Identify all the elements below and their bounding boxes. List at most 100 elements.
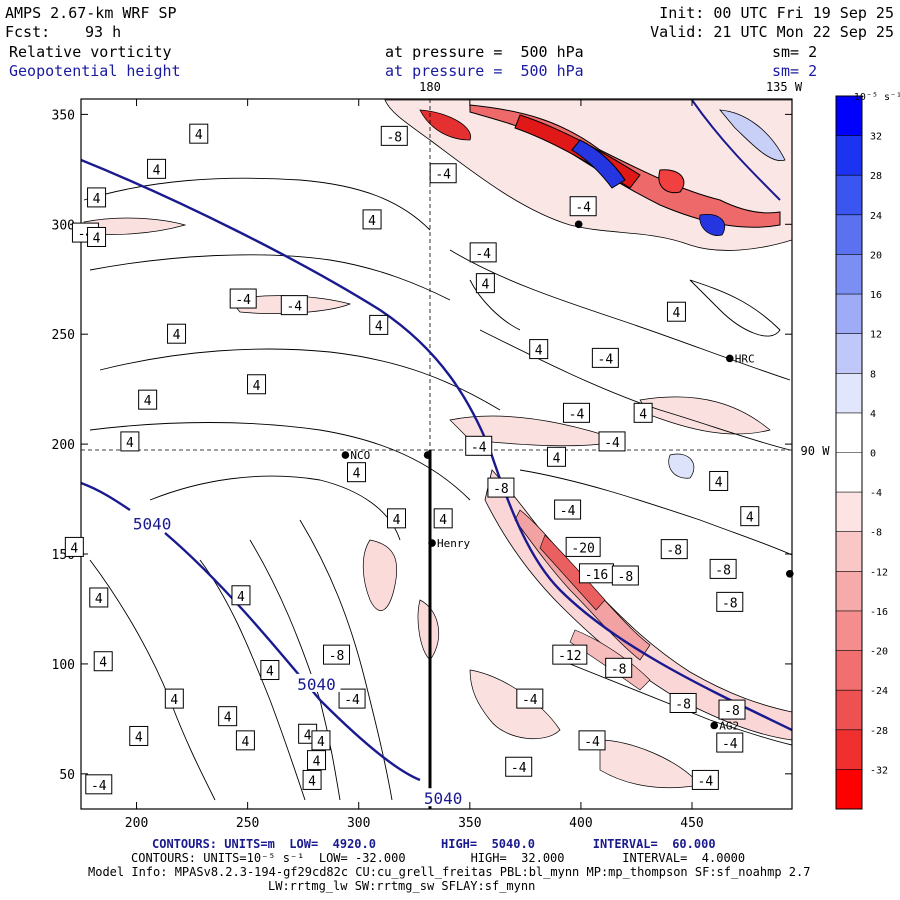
contour-label: 4 (529, 339, 549, 360)
contour-label: -8 (605, 657, 633, 678)
contour-label-text: 4 (439, 513, 447, 528)
contour-label-box (167, 323, 187, 344)
contour-label-text: -8 (493, 482, 509, 497)
contour-label: 4 (231, 585, 251, 606)
colorbar-swatch (836, 729, 862, 770)
contour-label-box (546, 446, 566, 467)
contour-label-text: 4 (393, 513, 401, 528)
lon-label-180: 180 (419, 80, 441, 94)
contour-label: 4 (709, 470, 729, 491)
contour-label-box (280, 295, 308, 316)
contour-label-text: -16 (585, 568, 608, 583)
plot-frame (80, 98, 793, 810)
station-marker (725, 354, 734, 363)
contour-label-text: 4 (153, 163, 161, 178)
forecast-label: Fcst: (5, 23, 51, 41)
contour-label-text: 4 (237, 590, 245, 605)
x-tick-label: 250 (236, 816, 259, 831)
contour-label: 4 (87, 187, 107, 208)
x-tick-label: 200 (125, 816, 148, 831)
contour-label-box (260, 660, 280, 681)
x-tick-label: 400 (569, 816, 592, 831)
contour-label-box (716, 732, 744, 753)
contour-label-box (611, 565, 639, 586)
contour-label-text: -4 (584, 735, 600, 750)
height-label-bg (292, 673, 341, 692)
colorbar-swatch (836, 294, 862, 334)
colorbar-tick-label: -4 (870, 488, 882, 499)
colorbar-swatch (836, 333, 862, 374)
contour-label: -4 (505, 756, 533, 777)
stations: NCO Henry HRC AG2 (341, 220, 794, 732)
contour-label-box (93, 651, 113, 672)
contour-label-box (338, 688, 366, 709)
contour-label: 4 (475, 273, 495, 294)
contour-label-box (505, 756, 533, 777)
contour-label-text: 4 (304, 728, 312, 743)
contour-label-text: 4 (253, 379, 261, 394)
contour-label: -4 (554, 499, 582, 520)
contour-label-text: 4 (639, 407, 647, 422)
contour-label: 4 (120, 431, 140, 452)
contour-label-box (691, 769, 719, 790)
colorbar-tick-label: 4 (870, 409, 876, 420)
colorbar-swatch (836, 96, 862, 136)
colorbar-tick-label: -12 (870, 567, 888, 578)
contour-label-box (120, 431, 140, 452)
contour-label: 4 (546, 446, 566, 467)
contour-label: -4 (516, 688, 544, 709)
contour-label-text: -4 (522, 693, 538, 708)
contour-label-text: 4 (170, 693, 178, 708)
contour-label-box (529, 339, 549, 360)
contour-label-text: 4 (70, 541, 78, 556)
colorbar-tick-label: -8 (870, 528, 882, 539)
contour-label-text: -20 (571, 541, 594, 556)
contour-label-text: 4 (313, 755, 321, 770)
contour-label: 4 (387, 508, 407, 529)
contour-label-box (554, 499, 582, 520)
contour-label: 4 (93, 651, 113, 672)
contour-label: 4 (740, 506, 760, 527)
contour-label: -4 (85, 774, 113, 795)
contour-label: 4 (433, 508, 453, 529)
contour-label: 4 (247, 374, 267, 395)
contour-label-text: -8 (724, 704, 740, 719)
contour-label-box (307, 750, 327, 771)
contour-label-text: 4 (317, 735, 325, 750)
contour-label-text: -4 (471, 440, 487, 455)
contour-label-box (369, 314, 389, 335)
contour-label-text: -8 (611, 662, 627, 677)
station-marker (423, 451, 432, 459)
contour-label-box (469, 242, 497, 263)
station-marker (785, 569, 794, 578)
y-tick-label: 200 (52, 438, 75, 453)
contour-label: -4 (716, 732, 744, 753)
contour-label-box (362, 209, 382, 230)
contour-label-box (598, 431, 626, 452)
contour-label-text: -4 (511, 761, 527, 776)
contour-label: 4 (64, 536, 84, 557)
lon-label-90w: 90 W (801, 444, 831, 458)
footer-model-info: Model Info: MPASv8.2.3-194-gf29cd82c CU:… (88, 865, 811, 879)
contour-label-box (85, 774, 113, 795)
contour-label: 4 (189, 123, 209, 144)
y-tick-label: 50 (59, 768, 75, 783)
footer-model-schemes: LW:rrtmg_lw SW:rrtmg_sw SFLAY:sf_mynn (268, 879, 536, 893)
colorbar-tick-label: -16 (870, 607, 888, 618)
contour-label-box (387, 508, 407, 529)
contour-label: -12 (552, 644, 588, 665)
y-tick-label: 250 (52, 328, 75, 343)
contour-label-box (429, 163, 457, 184)
contour-label-box (666, 301, 686, 322)
contour-label: -4 (280, 295, 308, 316)
field1-name: Relative vorticity (9, 43, 172, 61)
contour-label-text: 4 (135, 730, 143, 745)
colorbar-tick-label: -20 (870, 647, 888, 658)
contour-label: 4 (138, 389, 158, 410)
contour-label-box (189, 123, 209, 144)
contour-label-box (565, 536, 601, 557)
colorbar-swatch (836, 610, 862, 651)
contour-label-text: 4 (353, 467, 361, 482)
contour-label-box (138, 389, 158, 410)
colorbar-tick-label: 0 (870, 449, 876, 460)
